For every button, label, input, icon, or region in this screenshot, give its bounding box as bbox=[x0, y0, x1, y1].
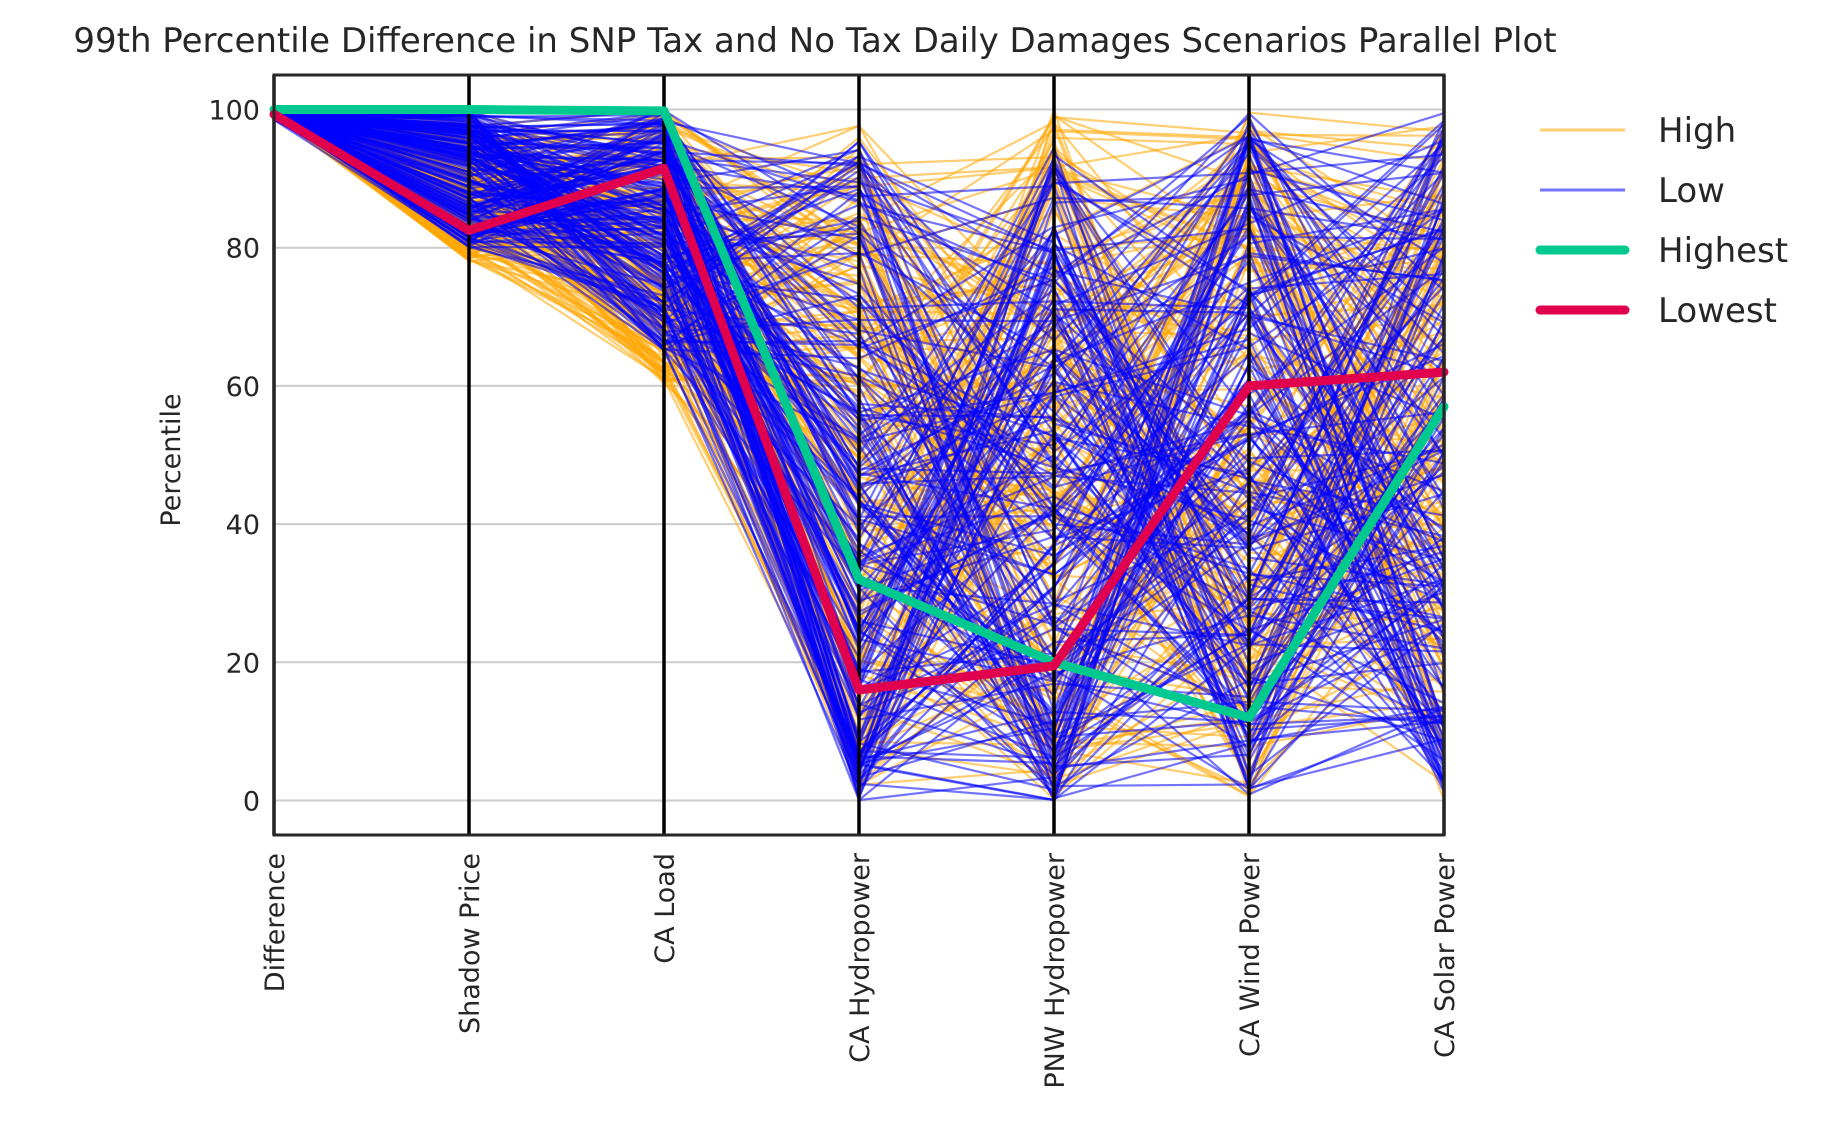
x-tick-label: PNW Hydropower bbox=[1040, 852, 1071, 1089]
legend-label: Low bbox=[1658, 171, 1725, 211]
y-tick-label: 0 bbox=[243, 786, 260, 817]
y-tick-label: 20 bbox=[226, 648, 260, 679]
legend-label: Highest bbox=[1658, 231, 1788, 271]
x-tick-label: CA Load bbox=[650, 853, 681, 964]
x-tick-labels: Difference Shadow Price CA Load CA Hydropow… bbox=[260, 852, 1461, 1089]
y-axis-label: Percentile bbox=[156, 393, 187, 526]
legend-label: Lowest bbox=[1658, 291, 1777, 331]
chart-title: 99th Percentile Difference in SNP Tax an… bbox=[73, 21, 1556, 61]
y-tick-labels: 0 20 40 60 80 100 bbox=[208, 96, 260, 818]
x-tick-label: Difference bbox=[260, 853, 291, 992]
x-tick-label: CA Hydropower bbox=[845, 852, 876, 1063]
highlight-lines bbox=[269, 105, 1449, 723]
y-tick-label: 100 bbox=[208, 96, 260, 127]
legend: High Low Highest Lowest bbox=[1535, 111, 1788, 331]
series-highest-line bbox=[269, 105, 1449, 723]
legend-label: High bbox=[1658, 111, 1736, 151]
plot-frame bbox=[272, 73, 1446, 837]
x-tick-label: Shadow Price bbox=[455, 853, 486, 1034]
x-tick-label: CA Wind Power bbox=[1235, 852, 1266, 1057]
y-tick-label: 80 bbox=[226, 234, 260, 265]
x-tick-label: CA Solar Power bbox=[1430, 852, 1461, 1058]
y-tick-label: 40 bbox=[226, 510, 260, 541]
series-lowest-line bbox=[269, 109, 1449, 695]
y-tick-label: 60 bbox=[226, 372, 260, 403]
